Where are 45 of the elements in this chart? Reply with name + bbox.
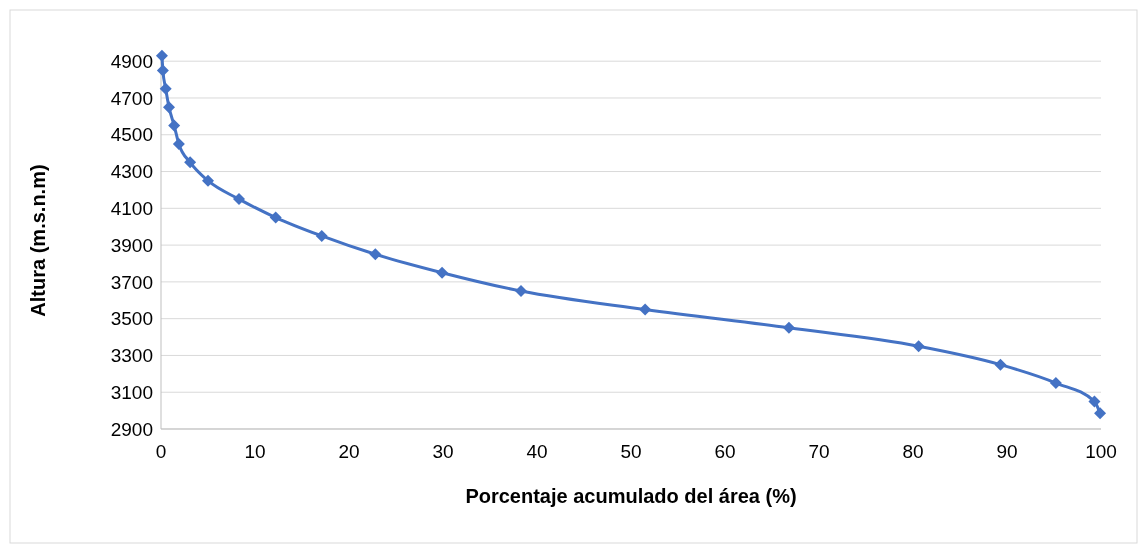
x-tick-label: 10 (244, 441, 266, 462)
point (782, 321, 795, 334)
y-tick-label: 3300 (110, 345, 153, 367)
y-tick-label: 4700 (110, 87, 153, 109)
point (172, 137, 185, 150)
x-axis-title: Porcentaje acumulado del área (%) (465, 485, 797, 507)
point (155, 49, 168, 62)
y-tick-label: 3500 (110, 308, 153, 330)
x-tick-label: 60 (714, 441, 736, 462)
point (515, 285, 528, 298)
point (639, 303, 652, 316)
point (1088, 395, 1101, 408)
point (184, 156, 197, 169)
y-axis-title: Altura (m.s.n.m) (27, 164, 49, 317)
x-tick-label: 100 (1085, 441, 1117, 462)
x-tick-label: 80 (902, 441, 924, 462)
y-tick-label: 3700 (110, 271, 153, 293)
x-tick-label: 30 (432, 441, 454, 462)
point (315, 229, 328, 242)
y-tick-label: 3900 (110, 234, 153, 256)
y-tick-label: 4100 (110, 197, 153, 219)
point (1094, 407, 1107, 420)
y-tick-label: 4300 (110, 161, 153, 183)
point (269, 211, 282, 224)
point (233, 193, 246, 206)
x-tick-label: 20 (338, 441, 360, 462)
x-tick-label: 50 (620, 441, 642, 462)
point (1049, 377, 1062, 390)
y-tick-label: 3100 (110, 381, 153, 403)
y-tick-label: 4500 (110, 124, 153, 146)
point (436, 266, 449, 279)
x-tick-label: 90 (996, 441, 1018, 462)
point (369, 248, 382, 261)
point (912, 340, 925, 353)
point (994, 358, 1007, 371)
x-tick-label: 40 (526, 441, 548, 462)
point (168, 119, 181, 132)
y-tick-label: 2900 (110, 418, 153, 440)
x-tick-label: 70 (808, 441, 830, 462)
point (202, 174, 214, 187)
point (162, 101, 175, 114)
point (156, 64, 169, 77)
x-tick-label: 0 (155, 441, 167, 462)
y-tick-label: 4900 (110, 50, 153, 72)
point (159, 82, 172, 95)
